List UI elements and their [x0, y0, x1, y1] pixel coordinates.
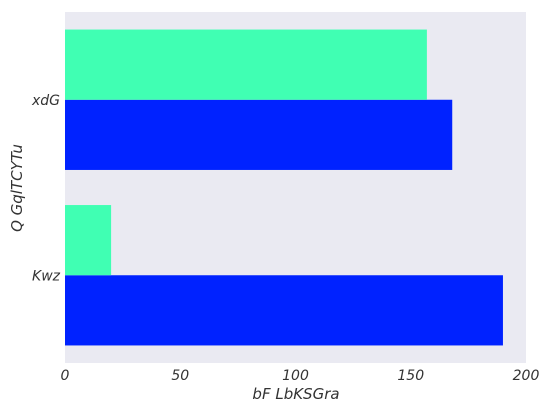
bar-Kwz-series-0: [65, 275, 503, 346]
y-tick-label: xdG: [31, 93, 60, 109]
bar-Kwz-series-1: [65, 205, 112, 276]
bar-xdG-series-0: [65, 99, 453, 170]
x-axis-label: bF LbKSGra: [252, 385, 339, 403]
y-axis-label: Q GqlTCYTu: [8, 144, 26, 232]
x-tick-labels: 0 50 100 150 200: [61, 368, 540, 384]
y-tick-labels: xdG Kwz: [31, 93, 61, 285]
x-tick-label: 150: [397, 368, 424, 384]
bars-group: [65, 29, 503, 346]
x-tick-label: 50: [171, 368, 189, 384]
x-tick-label: 100: [282, 368, 309, 384]
x-tick-label: 200: [513, 368, 540, 384]
x-tick-label: 0: [61, 368, 70, 384]
y-tick-label: Kwz: [32, 268, 61, 284]
bar-xdG-series-1: [65, 29, 427, 100]
